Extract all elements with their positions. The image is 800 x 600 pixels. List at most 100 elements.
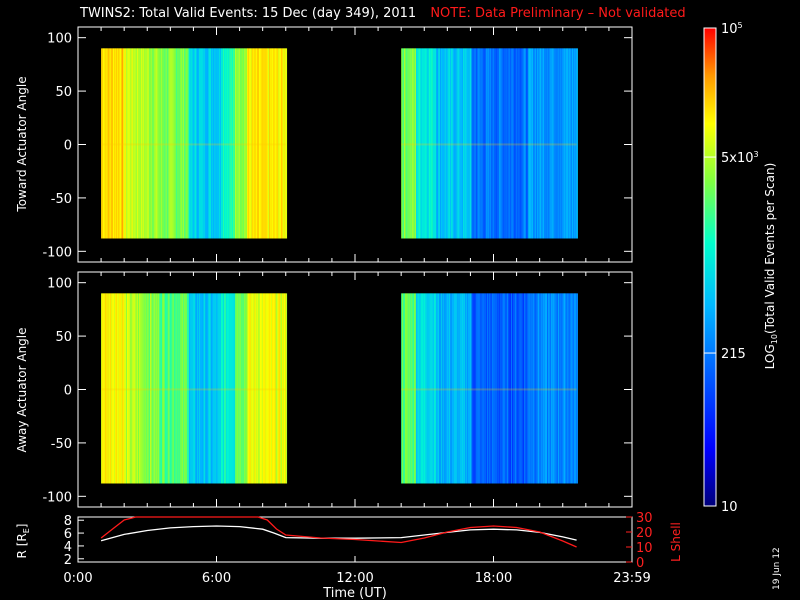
heatmap-column	[527, 293, 529, 484]
heatmap-column	[451, 48, 454, 239]
heatmap-column	[472, 293, 474, 484]
heatmap-column	[525, 293, 528, 484]
heatmap-column	[121, 293, 123, 484]
heatmap-column	[502, 293, 505, 484]
heatmap-column	[245, 293, 247, 484]
heatmap-column	[180, 293, 182, 484]
heatmap-column	[242, 48, 244, 239]
heatmap-column	[198, 48, 200, 239]
heatmap-column	[566, 293, 568, 484]
heatmap-column	[528, 293, 530, 484]
heatmap-column	[465, 293, 468, 484]
heatmap-column	[116, 48, 119, 239]
heatmap-column	[496, 48, 498, 239]
heatmap-column	[103, 293, 106, 484]
heatmap-column	[524, 48, 527, 239]
heatmap-column	[424, 293, 426, 484]
heatmap-column	[158, 293, 160, 484]
heatmap-column	[152, 293, 155, 484]
heatmap-column	[120, 48, 122, 239]
heatmap-column	[533, 48, 535, 239]
heatmap-column	[563, 48, 565, 239]
heatmap-column	[171, 48, 173, 239]
heatmap-column	[255, 48, 257, 239]
heatmap-column	[542, 48, 544, 239]
heatmap-column	[215, 293, 217, 484]
heatmap-column	[269, 48, 271, 239]
heatmap-column	[493, 293, 495, 484]
heatmap-column	[197, 293, 199, 484]
heatmap-column	[129, 293, 132, 484]
x-tick-label: 23:59	[613, 571, 650, 586]
heatmap-column	[173, 293, 175, 484]
heatmap-column	[143, 293, 145, 484]
heatmap-column	[239, 48, 241, 239]
y-tick-label: 100	[47, 277, 72, 292]
heatmap-column	[110, 293, 112, 484]
heatmap-column	[183, 48, 185, 239]
heatmap-column	[280, 293, 282, 484]
heatmap-column	[111, 48, 113, 239]
heatmap-column	[203, 48, 205, 239]
heatmap-column	[224, 293, 227, 484]
heatmap-column	[137, 48, 139, 239]
heatmap-column	[198, 293, 201, 484]
heatmap-column	[266, 293, 268, 484]
heatmap-column	[548, 293, 551, 484]
heatmap-column	[238, 293, 240, 484]
heatmap-column	[523, 293, 526, 484]
heatmap-column	[483, 293, 485, 484]
heatmap-column	[192, 293, 194, 484]
heatmap-column	[223, 293, 226, 484]
heatmap-column	[240, 48, 242, 239]
heatmap-column	[263, 293, 265, 484]
heatmap-column	[569, 48, 571, 239]
heatmap-column	[462, 293, 464, 484]
heatmap-column	[421, 48, 423, 239]
heatmap-column	[174, 48, 177, 239]
orbit-left-ylabel: R [RE]	[15, 524, 31, 559]
heatmap-column	[419, 48, 421, 239]
heatmap-column	[495, 48, 497, 239]
heatmap-column	[505, 48, 507, 239]
heatmap-column	[475, 293, 477, 484]
heatmap-column	[506, 48, 508, 239]
heatmap-column	[499, 293, 502, 484]
heatmap-column	[193, 48, 195, 239]
heatmap-column	[412, 293, 414, 484]
heatmap-column	[243, 293, 245, 484]
heatmap-column	[485, 293, 487, 484]
heatmap-column	[404, 293, 407, 484]
heatmap-column	[531, 293, 533, 484]
heatmap-column	[261, 293, 264, 484]
heatmap-column	[571, 293, 573, 484]
heatmap-column	[474, 293, 476, 484]
heatmap-column	[513, 48, 516, 239]
heatmap-column	[207, 293, 209, 484]
heatmap-column	[460, 48, 462, 239]
heatmap-column	[130, 48, 132, 239]
heatmap-column	[156, 293, 158, 484]
heatmap-column	[140, 48, 143, 239]
heatmap-column	[265, 48, 267, 239]
heatmap-column	[464, 48, 467, 239]
heatmap-column	[114, 293, 116, 484]
heatmap-column	[161, 293, 163, 484]
heatmap-column	[165, 48, 168, 239]
heatmap-column	[158, 48, 160, 239]
heatmap-column	[240, 293, 242, 484]
heatmap-column	[251, 293, 253, 484]
heatmap-column	[425, 293, 427, 484]
heatmap-column	[111, 293, 113, 484]
heatmap-column	[188, 48, 191, 239]
heatmap-column	[153, 293, 156, 484]
heatmap-column	[228, 48, 230, 239]
heatmap-column	[445, 293, 447, 484]
heatmap-column	[229, 48, 231, 239]
heatmap-column	[451, 48, 453, 239]
y-tick-label: 100	[47, 32, 72, 47]
heatmap-column	[180, 48, 182, 239]
heatmap-column	[501, 293, 504, 484]
heatmap-column	[250, 293, 252, 484]
heatmap-column	[502, 48, 505, 239]
